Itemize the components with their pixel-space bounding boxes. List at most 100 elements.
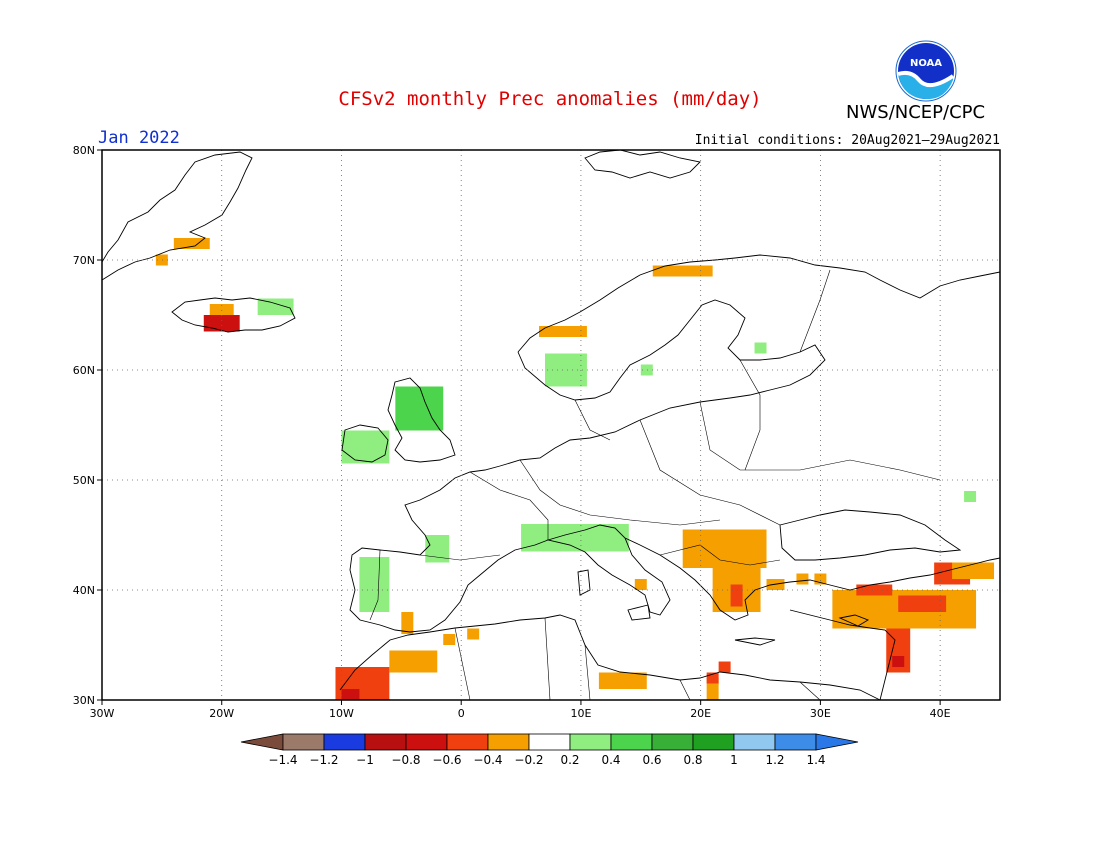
colorbar-tick-label: 0.6 <box>642 753 661 767</box>
anomaly-cell <box>341 689 360 700</box>
anomaly-cell <box>155 254 168 266</box>
lat-tick-label: 40N <box>73 584 95 597</box>
longitude-labels: 30W 20W 10W 0 10E 20E 30E 40E <box>90 700 951 720</box>
anomaly-cell <box>796 573 809 585</box>
colorbar-bin <box>405 733 448 751</box>
colorbar-bin <box>692 733 735 751</box>
anomaly-cell <box>425 535 450 563</box>
colorbar-tick-label: −1.2 <box>309 753 338 767</box>
lon-tick-label: 40E <box>930 707 951 720</box>
colorbar-tick-label: −0.8 <box>391 753 420 767</box>
border <box>659 544 781 566</box>
colorbar: −1.4 −1.2 −1 −0.8 −0.6 −0.4 −0.2 0.2 0.4 0.6 0.8 1 1… <box>240 733 859 767</box>
anomaly-cell <box>706 672 719 684</box>
forecast-month-label: Jan 2022 <box>98 128 180 148</box>
lat-tick-label: 80N <box>73 144 95 157</box>
lon-tick-label: 20E <box>690 707 711 720</box>
anomaly-cell <box>257 298 294 315</box>
levant-coast <box>789 609 896 701</box>
border <box>574 399 611 441</box>
colorbar-bin <box>323 733 366 751</box>
sardinia-coast <box>577 569 591 596</box>
anomaly-cell <box>706 678 719 700</box>
border <box>679 679 691 701</box>
anomaly-cell <box>730 584 743 607</box>
sicily-coast <box>627 604 651 621</box>
colorbar-bin <box>733 733 776 751</box>
noaa-logo: NOAA <box>895 40 957 102</box>
italy-coast <box>546 524 671 616</box>
anomaly-cell <box>359 557 390 612</box>
baltic-coast <box>517 299 826 401</box>
lat-tick-label: 50N <box>73 474 95 487</box>
anomaly-cell <box>754 342 767 354</box>
cyprus-coast <box>838 614 870 627</box>
western-europe-coast <box>349 397 731 633</box>
anomaly-cell <box>898 595 947 612</box>
colorbar-tick-label: −1 <box>356 753 374 767</box>
lon-tick-label: 20W <box>209 707 234 720</box>
anomaly-cell <box>952 562 995 579</box>
colorbar-left-arrow <box>240 733 284 751</box>
lon-tick-label: 10W <box>329 707 354 720</box>
iceland-coast <box>171 297 296 333</box>
colorbar-bin <box>446 733 489 751</box>
colorbar-bin <box>774 733 817 751</box>
chart-title: CFSv2 monthly Prec anomalies (mm/day) <box>338 88 762 110</box>
anomaly-cell <box>389 650 438 673</box>
scandinavia-north-coast <box>517 254 1001 353</box>
north-africa-coast <box>339 614 881 701</box>
border <box>639 419 781 526</box>
lon-tick-label: 30W <box>90 707 115 720</box>
anomaly-cell <box>856 584 893 596</box>
anomaly-cell <box>634 579 647 590</box>
ireland-coast <box>341 424 389 463</box>
colorbar-bin <box>569 733 612 751</box>
border <box>469 471 549 540</box>
graticule <box>102 150 1000 700</box>
colorbar-tick-label: −0.4 <box>473 753 502 767</box>
anomaly-cell <box>718 661 731 673</box>
svalbard-coast <box>584 149 701 179</box>
colorbar-tick-label: 1.4 <box>806 753 825 767</box>
colorbar-tick-label: 1.2 <box>765 753 784 767</box>
map-frame <box>101 149 1001 701</box>
lat-tick-label: 30N <box>73 694 95 707</box>
anomaly-layer <box>155 238 995 700</box>
anomaly-cell <box>443 634 456 645</box>
anomaly-cell <box>598 672 647 689</box>
country-borders <box>369 269 941 701</box>
colorbar-bin <box>364 733 407 751</box>
border <box>739 359 761 471</box>
colorbar-tick-label: 0.8 <box>683 753 702 767</box>
lat-tick-label: 70N <box>73 254 95 267</box>
colorbar-tick-label: 1 <box>730 753 738 767</box>
latitude-labels: 30N 40N 50N 60N 70N 80N <box>73 144 102 707</box>
anomaly-cell <box>539 326 587 337</box>
border <box>454 627 471 701</box>
anomaly-cell <box>209 304 234 315</box>
anomaly-cell <box>640 364 653 376</box>
logo-text: NOAA <box>910 58 942 69</box>
lon-tick-label: 0 <box>458 707 465 720</box>
border <box>799 269 831 353</box>
black-sea-coast <box>779 509 962 561</box>
greenland-coast <box>101 151 253 281</box>
colorbar-tick-label: −1.4 <box>268 753 297 767</box>
anomaly-cell <box>203 315 240 332</box>
anomaly-cell <box>467 628 480 640</box>
colorbar-right-arrow <box>815 733 859 751</box>
anomaly-cell <box>814 573 827 585</box>
colorbar-tick-label: 0.4 <box>601 753 620 767</box>
colorbar-bin <box>651 733 694 751</box>
anomaly-cell <box>401 612 414 634</box>
balkans-turkey-coast <box>624 537 1001 621</box>
lon-tick-label: 30E <box>810 707 831 720</box>
anomaly-cell <box>341 430 390 464</box>
lon-tick-label: 10E <box>570 707 591 720</box>
initial-conditions-label: Initial conditions: 20Aug2021–29Aug2021 <box>694 133 1000 148</box>
border <box>699 401 941 481</box>
anomaly-cell <box>892 656 905 667</box>
colorbar-tick-label: −0.6 <box>432 753 461 767</box>
